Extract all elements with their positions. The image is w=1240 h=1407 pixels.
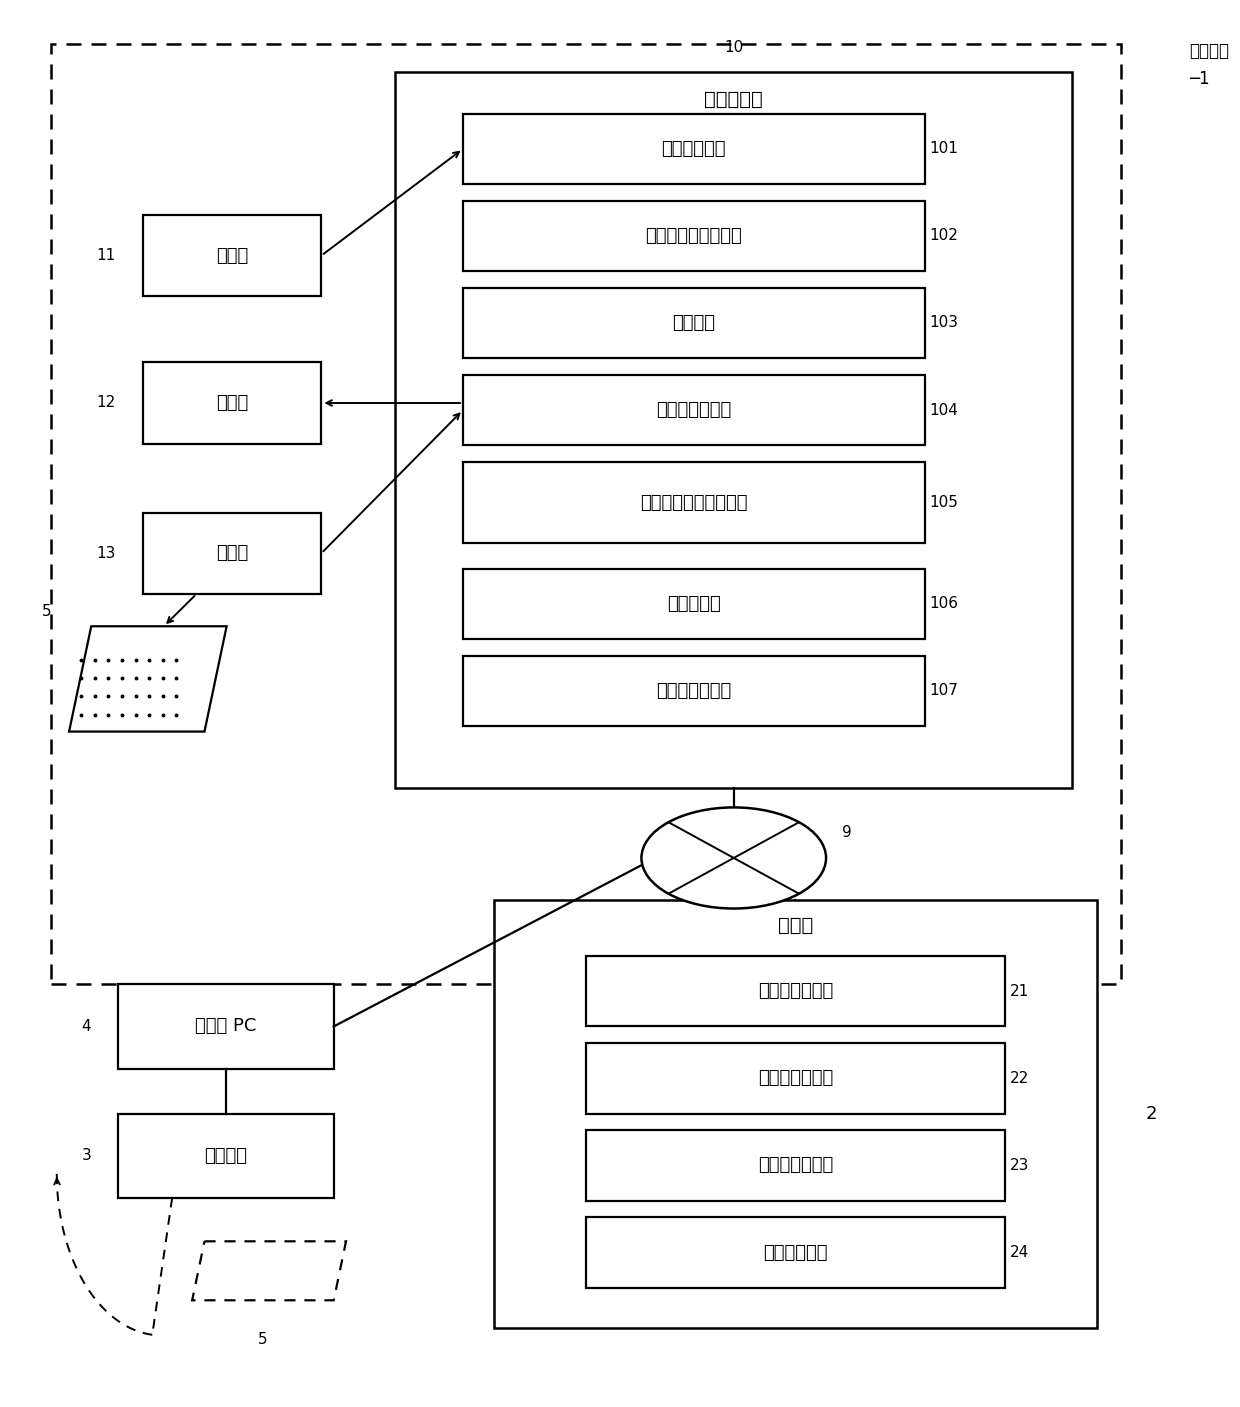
Text: 输入部: 输入部: [216, 246, 248, 265]
Text: 板信息存储部: 板信息存储部: [661, 139, 725, 158]
Bar: [118, 985, 334, 1068]
Text: 测定数据存储部: 测定数据存储部: [758, 982, 833, 1000]
Polygon shape: [192, 1241, 346, 1300]
Text: 23: 23: [1009, 1158, 1029, 1173]
Ellipse shape: [641, 808, 826, 909]
Text: 104: 104: [930, 402, 959, 418]
Text: 103: 103: [930, 315, 959, 331]
Text: 2: 2: [1146, 1106, 1157, 1123]
Text: 显示处理部: 显示处理部: [667, 595, 720, 613]
Text: 4: 4: [82, 1019, 92, 1034]
Bar: [143, 512, 321, 594]
Text: 板对应信息输入辅助部: 板对应信息输入辅助部: [640, 494, 748, 512]
Text: 测定装置: 测定装置: [205, 1147, 248, 1165]
Text: 21: 21: [1009, 983, 1029, 999]
Text: 10: 10: [724, 41, 743, 55]
Text: 试样有无识别部: 试样有无识别部: [656, 401, 732, 419]
Text: 数据处理部: 数据处理部: [704, 90, 763, 110]
Text: 测定日志制作部: 测定日志制作部: [758, 1157, 833, 1175]
Text: 服务器: 服务器: [777, 916, 813, 934]
Text: 11: 11: [97, 248, 115, 263]
Bar: [463, 374, 925, 445]
Bar: [587, 1217, 1004, 1287]
Text: 24: 24: [1009, 1245, 1029, 1261]
Text: 106: 106: [930, 597, 959, 611]
Bar: [143, 215, 321, 297]
Text: 13: 13: [97, 546, 115, 561]
Bar: [51, 44, 1121, 985]
Bar: [463, 461, 925, 543]
Bar: [587, 957, 1004, 1027]
Text: 9: 9: [842, 825, 852, 840]
Bar: [494, 900, 1097, 1328]
Text: 作业终端: 作业终端: [1189, 42, 1229, 59]
Text: 板识别部: 板识别部: [672, 314, 715, 332]
Bar: [463, 201, 925, 272]
Text: 102: 102: [930, 228, 959, 243]
Text: 107: 107: [930, 684, 959, 698]
Bar: [463, 568, 925, 639]
Text: 3: 3: [82, 1148, 92, 1164]
Text: 测定用 PC: 测定用 PC: [196, 1017, 257, 1036]
Text: 事先制作信息存储部: 事先制作信息存储部: [645, 227, 742, 245]
Text: 显示部: 显示部: [216, 394, 248, 412]
Bar: [118, 1113, 334, 1197]
Bar: [463, 114, 925, 184]
Text: 历史信息存储部: 历史信息存储部: [758, 1069, 833, 1088]
Text: 5: 5: [42, 604, 52, 619]
Polygon shape: [69, 626, 227, 732]
Text: 105: 105: [930, 495, 959, 511]
Text: 5: 5: [258, 1332, 268, 1346]
Bar: [463, 656, 925, 726]
Text: 22: 22: [1009, 1071, 1029, 1086]
Text: 101: 101: [930, 141, 959, 156]
Text: ─1: ─1: [1189, 69, 1210, 87]
Text: 12: 12: [97, 395, 115, 411]
Bar: [463, 288, 925, 357]
Bar: [143, 362, 321, 443]
Bar: [587, 1044, 1004, 1113]
Bar: [587, 1130, 1004, 1200]
Bar: [396, 72, 1073, 788]
Text: 储存库制作部: 储存库制作部: [763, 1244, 827, 1262]
Text: 摄像部: 摄像部: [216, 545, 248, 563]
Text: 登记信息存储部: 登记信息存储部: [656, 682, 732, 699]
